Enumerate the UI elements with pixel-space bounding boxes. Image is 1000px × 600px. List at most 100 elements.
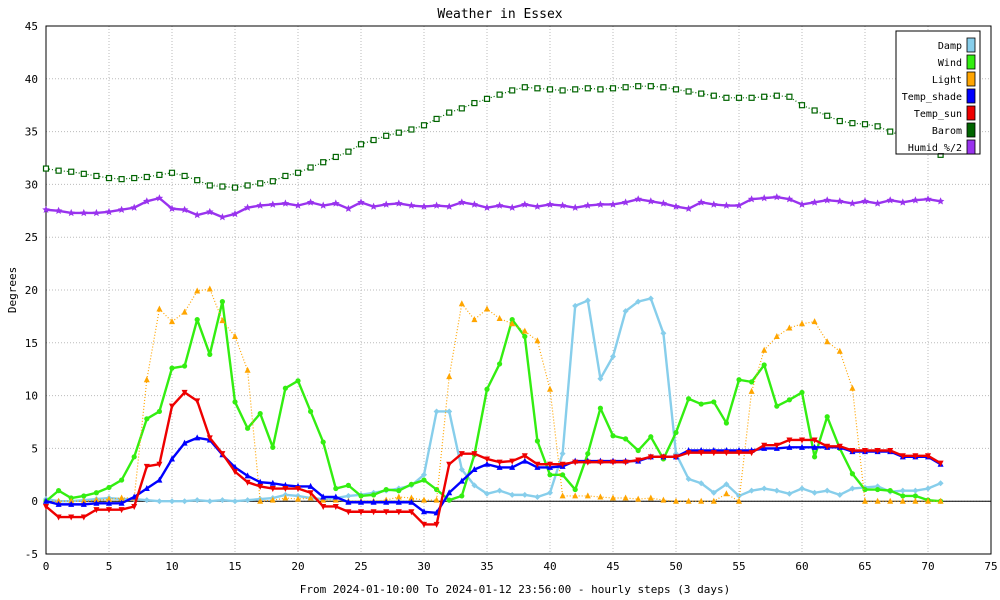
- x-axis-label: From 2024-01-10:00 To 2024-01-12 23:56:0…: [300, 583, 730, 596]
- x-tick-label: 70: [921, 560, 934, 573]
- data-point-temp-shade: [93, 499, 100, 506]
- data-point-light: [622, 494, 629, 501]
- data-point-wind: [156, 408, 162, 415]
- data-point-barom: [320, 159, 327, 166]
- data-point-barom: [597, 86, 604, 93]
- legend-swatch-humid-2: [966, 139, 976, 155]
- data-point-damp: [635, 298, 642, 305]
- data-point-wind: [308, 408, 314, 415]
- data-point-barom: [647, 83, 654, 90]
- data-point-humid-2: [571, 203, 579, 211]
- data-point-humid-2: [117, 205, 126, 213]
- data-point-damp: [206, 498, 213, 505]
- data-point-damp: [345, 492, 352, 499]
- data-point-damp: [559, 450, 566, 457]
- data-point-wind: [862, 486, 868, 493]
- data-point-humid-2: [243, 203, 252, 211]
- data-point-light: [257, 497, 264, 504]
- legend-swatch-barom: [966, 122, 976, 138]
- x-tick-label: 40: [543, 560, 556, 573]
- data-point-humid-2: [823, 196, 831, 204]
- data-point-barom: [521, 84, 528, 91]
- data-point-barom: [68, 168, 75, 175]
- data-point-humid-2: [760, 194, 768, 202]
- data-point-temp-shade: [446, 489, 453, 496]
- data-point-barom: [80, 170, 87, 177]
- data-point-humid-2: [382, 200, 390, 208]
- x-tick-label: 35: [480, 560, 493, 573]
- data-point-barom: [710, 92, 717, 99]
- data-point-light: [610, 494, 616, 501]
- data-point-light: [496, 315, 503, 322]
- data-point-damp: [156, 498, 163, 505]
- data-point-wind: [887, 488, 893, 494]
- y-tick-label: 15: [25, 337, 38, 350]
- data-point-humid-2: [231, 210, 239, 218]
- data-point-temp-sun: [370, 509, 377, 516]
- data-point-light: [282, 494, 289, 501]
- data-point-barom: [824, 112, 831, 119]
- data-point-humid-2: [936, 197, 945, 205]
- data-point-light: [559, 492, 566, 499]
- data-point-barom: [609, 85, 617, 92]
- data-point-temp-sun: [484, 456, 490, 463]
- data-point-temp-sun: [912, 453, 919, 460]
- data-point-damp: [912, 487, 919, 494]
- data-point-wind: [799, 389, 805, 396]
- data-point-humid-2: [470, 200, 479, 208]
- data-point-humid-2: [193, 211, 201, 219]
- data-point-light: [332, 496, 339, 503]
- data-point-humid-2: [546, 200, 554, 208]
- data-point-damp: [143, 497, 150, 504]
- data-point-temp-shade: [799, 443, 805, 450]
- data-point-humid-2: [344, 204, 353, 212]
- data-point-light: [509, 320, 516, 327]
- data-point-damp: [521, 491, 528, 498]
- data-point-damp: [181, 498, 188, 505]
- data-point-barom: [660, 84, 667, 91]
- data-point-wind: [547, 472, 553, 478]
- data-point-humid-2: [395, 199, 403, 207]
- data-point-humid-2: [873, 199, 882, 207]
- data-point-humid-2: [861, 197, 869, 205]
- data-point-temp-sun: [433, 521, 440, 528]
- data-point-light: [912, 497, 919, 504]
- x-tick-label: 75: [984, 560, 997, 573]
- data-point-temp-sun: [811, 437, 818, 444]
- data-point-temp-sun: [773, 442, 780, 449]
- data-point-temp-sun: [345, 509, 352, 516]
- data-point-temp-shade: [383, 498, 390, 505]
- data-point-temp-shade: [307, 482, 314, 489]
- data-point-light: [547, 385, 553, 392]
- data-point-barom: [42, 165, 50, 172]
- data-point-humid-2: [886, 196, 894, 204]
- data-point-wind: [93, 490, 99, 496]
- data-point-temp-sun: [358, 509, 364, 516]
- plot-frame: [45, 25, 992, 555]
- y-tick-label: -5: [25, 548, 38, 561]
- data-point-light: [673, 497, 679, 504]
- data-point-temp-sun: [925, 453, 931, 460]
- data-point-temp-sun: [786, 437, 793, 444]
- data-point-wind: [824, 414, 830, 420]
- data-point-wind: [686, 396, 692, 402]
- data-point-damp: [496, 487, 503, 494]
- data-point-light: [799, 320, 805, 327]
- data-point-light: [244, 366, 251, 373]
- data-point-barom: [811, 107, 818, 114]
- data-point-damp: [446, 408, 453, 415]
- data-point-barom: [887, 128, 894, 135]
- x-tick-label: 45: [606, 560, 619, 573]
- data-point-barom: [408, 126, 415, 133]
- data-point-damp: [786, 490, 793, 497]
- data-point-wind: [320, 439, 326, 445]
- data-point-light: [521, 327, 528, 334]
- data-point-temp-shade: [269, 479, 276, 486]
- data-point-temp-sun: [408, 509, 415, 516]
- data-point-wind: [509, 316, 515, 323]
- data-point-light: [710, 497, 717, 504]
- data-point-temp-sun: [899, 453, 906, 460]
- data-point-temp-sun: [421, 521, 427, 528]
- data-point-wind: [446, 497, 452, 503]
- data-point-temp-sun: [156, 461, 163, 468]
